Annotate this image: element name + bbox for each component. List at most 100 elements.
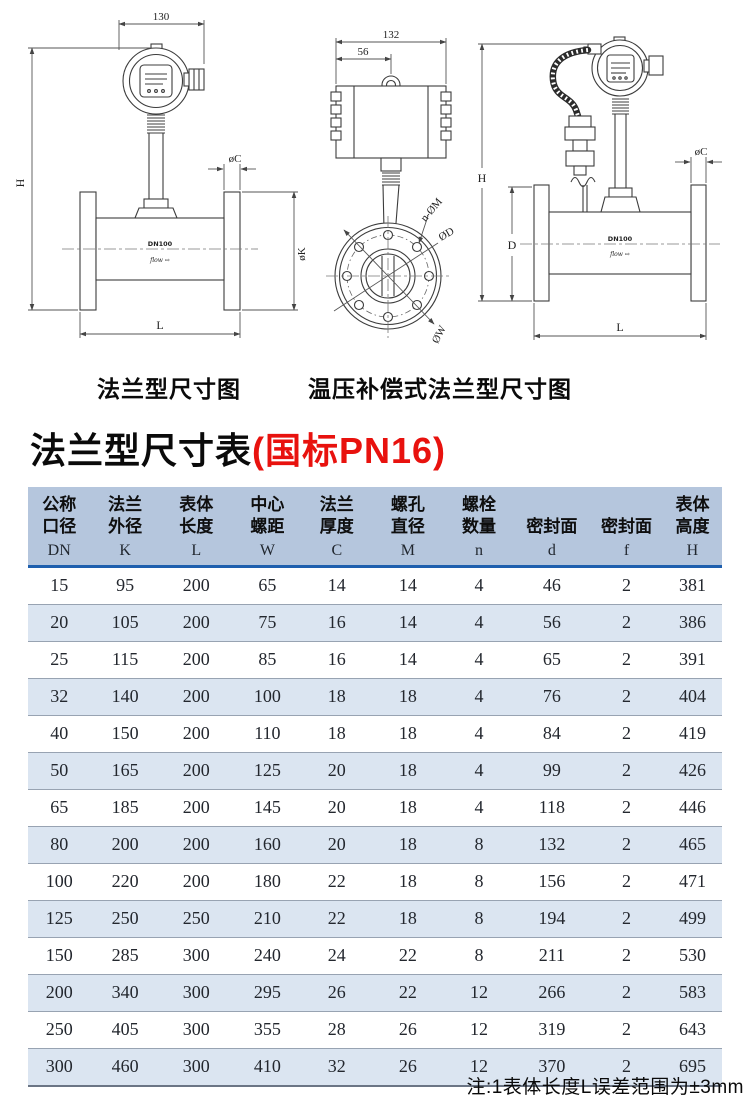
table-cell: 18	[398, 686, 417, 707]
table-cell: 40	[50, 723, 69, 744]
dimension-H: H	[478, 43, 588, 302]
table-cell: 160	[253, 834, 281, 855]
table-cell: 200	[182, 797, 210, 818]
table-row-dn250: 250 405 300 355 28 26 12 319 2 643	[28, 1011, 722, 1048]
table-cell: 211	[538, 945, 566, 966]
column-header-letter: K	[119, 541, 131, 559]
column-header-zh: 法兰 外径	[108, 495, 143, 537]
table-cell: 404	[678, 686, 706, 707]
table-cell: 105	[111, 612, 139, 633]
table-cell: 250	[111, 908, 139, 929]
table-cell: 24	[327, 945, 346, 966]
table-cell: 4	[474, 797, 484, 818]
column-header-letter: C	[331, 541, 343, 559]
table-cell: 20	[327, 797, 346, 818]
table-cell: 156	[538, 871, 566, 892]
dimension-56: 56	[335, 46, 392, 74]
temperature-sensor	[564, 115, 596, 214]
column-header-letter: f	[623, 541, 630, 559]
table-cell: 26	[327, 982, 346, 1003]
table-cell: 8	[474, 945, 484, 966]
table-row-dn150: 150 285 300 240 24 22 8 211 2 530	[28, 937, 722, 974]
dimension-L: L	[79, 312, 241, 338]
table-cell: 2	[621, 723, 631, 744]
table-cell: 2	[621, 1019, 631, 1040]
dim-label-H: H	[13, 178, 27, 187]
table-cell: 2	[621, 612, 631, 633]
table-cell: 499	[678, 908, 706, 929]
table-cell: 110	[254, 723, 281, 744]
table-cell: 2	[621, 945, 631, 966]
column-header-L: 表体 长度 L	[159, 487, 233, 568]
dim-label-L: L	[156, 318, 163, 332]
table-cell: 295	[253, 982, 281, 1003]
table-cell: 355	[253, 1019, 281, 1040]
table-cell: 14	[327, 575, 346, 596]
dimension-oC: øC	[675, 146, 722, 183]
table-row-dn65: 65 185 200 145 20 18 4 118 2 446	[28, 789, 722, 826]
column-header-zh: 中心 螺距	[250, 495, 285, 537]
table-cell: 419	[678, 723, 706, 744]
table-row-dn50: 50 165 200 125 20 18 4 99 2 426	[28, 752, 722, 790]
column-header-zh: 密封面	[600, 517, 652, 537]
table-cell: 340	[111, 982, 139, 1003]
table-cell: 150	[111, 723, 139, 744]
table-cell: 25	[50, 649, 69, 670]
table-cell: 18	[327, 723, 346, 744]
body-size-label: DN100	[148, 240, 173, 248]
column-header-zh: 螺栓 数量	[462, 495, 497, 537]
column-header-letter: L	[191, 541, 202, 559]
table-cell: 15	[50, 575, 69, 596]
table-cell: 85	[258, 649, 277, 670]
table-cell: 4	[474, 760, 484, 781]
section-title-highlight: (国标PN16)	[252, 430, 447, 471]
table-cell: 2	[621, 760, 631, 781]
table-cell: 200	[182, 612, 210, 633]
table-cell: 381	[678, 575, 706, 596]
column-header-K: 法兰 外径 K	[90, 487, 160, 568]
table-cell: 56	[542, 612, 561, 633]
dim-label-oC: øC	[229, 153, 242, 165]
meter-neck	[134, 114, 178, 219]
table-cell: 100	[253, 686, 281, 707]
table-cell: 140	[111, 686, 139, 707]
column-header-letter: W	[259, 541, 275, 559]
table-cell: 2	[621, 982, 631, 1003]
table-cell: 26	[398, 1019, 417, 1040]
table-cell: 200	[182, 834, 210, 855]
table-cell: 18	[398, 760, 417, 781]
column-header-letter: n	[475, 541, 484, 559]
table-cell: 200	[45, 982, 73, 1003]
meter-neck	[600, 98, 641, 213]
table-cell: 18	[398, 797, 417, 818]
column-header-letter: DN	[47, 541, 71, 559]
table-cell: 240	[253, 945, 281, 966]
table-cell: 100	[45, 871, 73, 892]
dim-label-D: D	[508, 238, 517, 252]
table-cell: 65	[542, 649, 561, 670]
table-cell: 300	[45, 1056, 73, 1077]
column-header-DN: 公称 口径 DN	[28, 487, 91, 568]
column-header-zh: 表体 长度	[179, 495, 214, 537]
table-cell: 28	[327, 1019, 346, 1040]
table-cell: 210	[253, 908, 281, 929]
table-cell: 530	[678, 945, 706, 966]
table-cell: 2	[621, 575, 631, 596]
table-cell: 65	[50, 797, 69, 818]
table-cell: 200	[182, 723, 210, 744]
table-cell: 18	[398, 908, 417, 929]
table-cell: 32	[50, 686, 69, 707]
temp-pressure-diagram: DN100 flow ⇨ H D øC L	[478, 36, 722, 340]
table-cell: 165	[111, 760, 139, 781]
table-row-dn100: 100 220 200 180 22 18 8 156 2 471	[28, 863, 722, 900]
flange-face-diagram: n-ØM ØD ØW 132 56	[326, 29, 456, 345]
table-cell: 185	[111, 797, 139, 818]
column-header-zh: 公称 口径	[42, 495, 77, 537]
table-row-dn25: 25 115 200 85 16 14 4 65 2 391	[28, 641, 722, 678]
dim-label-H: H	[478, 171, 487, 185]
table-cell: 200	[182, 871, 210, 892]
caption-temp-pressure-type: 温压补偿式法兰型尺寸图	[308, 376, 572, 402]
dim-label-oK: øK	[296, 247, 308, 261]
table-cell: 16	[327, 612, 346, 633]
dimension-table: 公称 口径 DN 法兰 外径 K 表体 长度 L 中心 螺距 W 法兰 厚度 C 螺孔 直径 M 螺栓 …	[28, 487, 722, 1087]
